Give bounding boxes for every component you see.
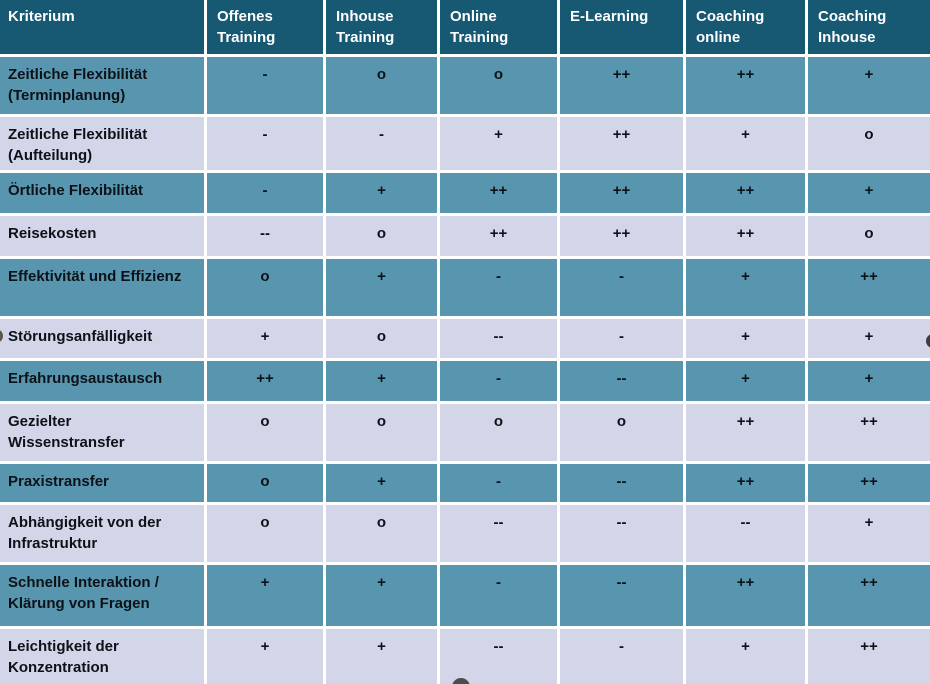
rating-cell: ++ bbox=[686, 464, 805, 502]
rating-cell: - bbox=[440, 361, 557, 401]
rating-cell: + bbox=[686, 259, 805, 316]
rating-cell: ++ bbox=[808, 404, 930, 461]
rating-cell: ++ bbox=[560, 117, 683, 170]
rating-cell: + bbox=[808, 505, 930, 562]
rating-cell: o bbox=[326, 505, 437, 562]
rating-cell: + bbox=[808, 319, 930, 358]
rating-cell: -- bbox=[207, 216, 323, 256]
rating-cell: o bbox=[808, 216, 930, 256]
rating-cell: - bbox=[207, 173, 323, 213]
rating-cell: + bbox=[440, 117, 557, 170]
rating-cell: ++ bbox=[686, 57, 805, 114]
rating-cell: o bbox=[207, 464, 323, 502]
rating-cell: -- bbox=[440, 505, 557, 562]
rating-cell: + bbox=[207, 629, 323, 684]
row-label: Zeitliche Flexibilität (Terminplanung) bbox=[0, 57, 204, 114]
row-label: Leichtigkeit der Konzentration bbox=[0, 629, 204, 684]
rating-cell: o bbox=[808, 117, 930, 170]
rating-cell: + bbox=[207, 319, 323, 358]
rating-cell: -- bbox=[560, 464, 683, 502]
rating-cell: ++ bbox=[686, 404, 805, 461]
rating-cell: ++ bbox=[808, 629, 930, 684]
column-header: E-Learning bbox=[560, 0, 683, 54]
rating-cell: - bbox=[207, 57, 323, 114]
row-label: Störungsanfälligkeit bbox=[0, 319, 204, 358]
rating-cell: ++ bbox=[808, 259, 930, 316]
rating-cell: -- bbox=[560, 565, 683, 626]
rating-cell: o bbox=[326, 57, 437, 114]
rating-cell: + bbox=[326, 361, 437, 401]
rating-cell: + bbox=[686, 361, 805, 401]
cropped-bullet-right-icon bbox=[926, 334, 930, 348]
row-label: Örtliche Flexibilität bbox=[0, 173, 204, 213]
rating-cell: + bbox=[326, 259, 437, 316]
rating-cell: + bbox=[207, 565, 323, 626]
rating-cell: ++ bbox=[440, 173, 557, 213]
rating-cell: ++ bbox=[808, 565, 930, 626]
rating-cell: o bbox=[207, 259, 323, 316]
rating-cell: - bbox=[326, 117, 437, 170]
rating-cell: ++ bbox=[808, 464, 930, 502]
rating-cell: -- bbox=[560, 361, 683, 401]
rating-cell: - bbox=[440, 464, 557, 502]
rating-cell: o bbox=[326, 216, 437, 256]
rating-cell: + bbox=[686, 117, 805, 170]
row-label: Abhängigkeit von der Infrastruktur bbox=[0, 505, 204, 562]
rating-cell: ++ bbox=[560, 173, 683, 213]
rating-cell: ++ bbox=[686, 173, 805, 213]
row-label: Zeitliche Flexibilität (Aufteilung) bbox=[0, 117, 204, 170]
rating-cell: -- bbox=[440, 629, 557, 684]
rating-cell: ++ bbox=[207, 361, 323, 401]
row-label: Gezielter Wissenstransfer bbox=[0, 404, 204, 461]
rating-cell: ++ bbox=[560, 216, 683, 256]
rating-cell: -- bbox=[560, 505, 683, 562]
rating-cell: ++ bbox=[440, 216, 557, 256]
rating-cell: -- bbox=[686, 505, 805, 562]
rating-cell: o bbox=[207, 505, 323, 562]
rating-cell: - bbox=[440, 259, 557, 316]
rating-cell: o bbox=[440, 57, 557, 114]
cropped-bullet-bottom-icon bbox=[452, 678, 470, 684]
column-header: Coaching Inhouse bbox=[808, 0, 930, 54]
rating-cell: o bbox=[440, 404, 557, 461]
column-header: Inhouse Training bbox=[326, 0, 437, 54]
row-label: Effektivität und Effizienz bbox=[0, 259, 204, 316]
rating-cell: + bbox=[808, 361, 930, 401]
rating-cell: ++ bbox=[560, 57, 683, 114]
rating-cell: - bbox=[560, 259, 683, 316]
rating-cell: o bbox=[207, 404, 323, 461]
column-header: Coaching online bbox=[686, 0, 805, 54]
row-label: Reisekosten bbox=[0, 216, 204, 256]
rating-cell: - bbox=[207, 117, 323, 170]
rating-cell: + bbox=[686, 629, 805, 684]
rating-cell: + bbox=[686, 319, 805, 358]
rating-cell: o bbox=[326, 319, 437, 358]
rating-cell: o bbox=[326, 404, 437, 461]
rating-cell: ++ bbox=[686, 565, 805, 626]
rating-cell: + bbox=[808, 173, 930, 213]
column-header: Online Training bbox=[440, 0, 557, 54]
rating-cell: + bbox=[326, 464, 437, 502]
rating-cell: + bbox=[326, 629, 437, 684]
cropped-bullet-left-icon bbox=[0, 329, 3, 343]
column-header: Kriterium bbox=[0, 0, 204, 54]
rating-cell: + bbox=[326, 173, 437, 213]
row-label: Schnelle Interaktion / Klärung von Frage… bbox=[0, 565, 204, 626]
rating-cell: -- bbox=[440, 319, 557, 358]
rating-cell: + bbox=[808, 57, 930, 114]
rating-cell: - bbox=[560, 319, 683, 358]
rating-cell: + bbox=[326, 565, 437, 626]
row-label: Praxistransfer bbox=[0, 464, 204, 502]
column-header: Offenes Training bbox=[207, 0, 323, 54]
rating-cell: - bbox=[440, 565, 557, 626]
row-label: Erfahrungsaustausch bbox=[0, 361, 204, 401]
rating-cell: o bbox=[560, 404, 683, 461]
rating-cell: ++ bbox=[686, 216, 805, 256]
rating-cell: - bbox=[560, 629, 683, 684]
